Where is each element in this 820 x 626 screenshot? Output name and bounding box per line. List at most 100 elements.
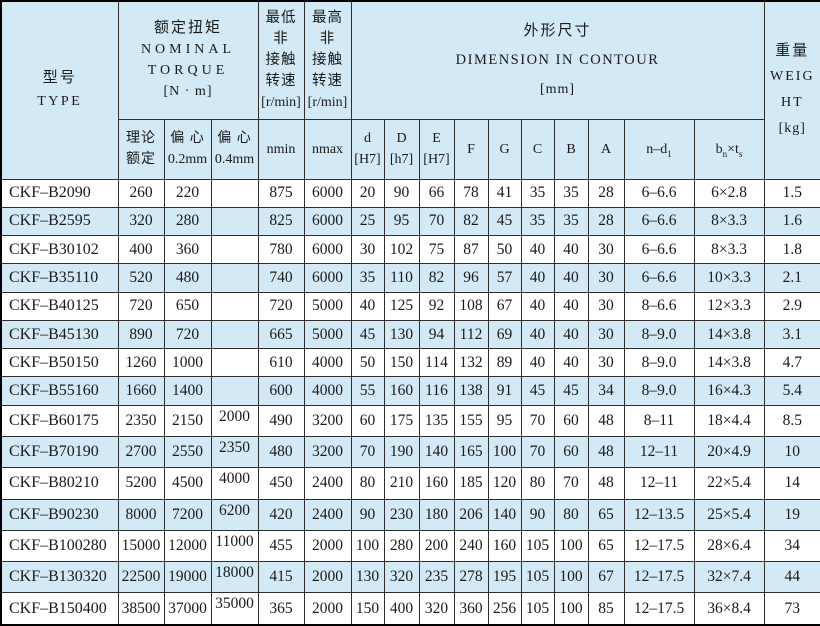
cell-F: 87 [453, 235, 489, 265]
cell-rated: 520 [117, 263, 165, 293]
ecc04-label: 偏 心 [217, 131, 252, 146]
cell-nmin: 875 [257, 178, 305, 208]
col-header-dimension-group: 外形尺寸 DIMENSION IN CONTOUR [mm] [350, 0, 765, 120]
cell-nmax: 2000 [303, 529, 352, 563]
cell-d: 30 [350, 235, 385, 265]
table-header: 型号 TYPE 额定扭矩 NOMINAL TORQUE [N · m] 最低非 … [0, 0, 820, 180]
nmax-symbol: nmax [311, 141, 344, 157]
d-symbol: d [364, 131, 371, 146]
cell-n_d1: 8–9.0 [623, 319, 695, 350]
cell-keyway: 8×3.3 [693, 206, 765, 237]
cell-d: 60 [350, 404, 385, 438]
cell-keyway: 6×2.8 [693, 178, 765, 208]
table-row: CKF–B2090 260 220 875 6000 20 90 66 78 41 35 35 28 6–… [0, 178, 820, 208]
table-row: CKF–B45130 890 720 665 5000 45 130 94 112 69 40 40 3… [0, 319, 820, 350]
cell-C: 90 [520, 498, 555, 531]
cell-F: 112 [453, 319, 489, 350]
cell-ecc02: 7200 [163, 498, 212, 531]
cell-ecc04: 2350 [210, 436, 259, 469]
nmax-label-l1: 最高非 [312, 9, 343, 47]
cell-type: CKF–B55160 [0, 376, 119, 406]
cell-keyway: 32×7.4 [693, 561, 765, 594]
cell-nmin: 600 [257, 376, 305, 406]
subcol-header-n-d1: n–d1 [623, 118, 695, 180]
E-symbol: E [432, 131, 441, 146]
cell-E: 70 [418, 206, 455, 237]
keyway-b-subscript: n [722, 148, 728, 159]
cell-E: 75 [418, 235, 455, 265]
F-symbol: F [467, 141, 475, 157]
G-symbol: G [499, 141, 510, 157]
subcol-header-C: C [520, 118, 555, 180]
cell-G: 41 [487, 178, 522, 208]
cell-nmin: 450 [257, 467, 305, 500]
cell-B: 60 [553, 436, 589, 469]
cell-G: 256 [487, 592, 522, 626]
cell-D: 150 [383, 348, 420, 378]
cell-ecc02: 280 [163, 206, 212, 237]
D-tolerance: [h7] [389, 152, 414, 167]
cell-ecc02: 360 [163, 235, 212, 265]
cell-B: 45 [553, 376, 589, 406]
cell-type: CKF–B150400 [0, 592, 119, 626]
cell-E: 114 [418, 348, 455, 378]
cell-nmin: 825 [257, 206, 305, 237]
cell-F: 132 [453, 348, 489, 378]
cell-nmin: 415 [257, 561, 305, 594]
cell-ecc04: 35000 [210, 592, 259, 626]
col-header-type: 型号 TYPE [0, 0, 119, 180]
cell-weight: 8.5 [763, 404, 820, 438]
cell-B: 40 [553, 263, 589, 293]
cell-C: 35 [520, 178, 555, 208]
cell-G: 91 [487, 376, 522, 406]
cell-C: 80 [520, 467, 555, 500]
cell-E: 200 [418, 529, 455, 563]
cell-type: CKF–B50150 [0, 348, 119, 378]
cell-nmax: 4000 [303, 348, 352, 378]
cell-rated: 720 [117, 291, 165, 321]
cell-rated: 320 [117, 206, 165, 237]
keyway-t-subscript: s [738, 148, 743, 159]
torque-label-zh: 额定扭矩 [153, 20, 222, 37]
cell-ecc02: 480 [163, 263, 212, 293]
table-row: CKF–B80210 5200 4500 4000 450 2400 80 210 160 185… [0, 467, 820, 500]
cell-d: 130 [350, 561, 385, 594]
cell-nmax: 2000 [303, 592, 352, 626]
cell-keyway: 28×6.4 [693, 529, 765, 563]
ecc02-label: 偏 心 [170, 131, 205, 146]
cell-C: 40 [520, 235, 555, 265]
cell-weight: 3.1 [763, 319, 820, 350]
cell-D: 230 [383, 498, 420, 531]
B-symbol: B [566, 141, 576, 157]
cell-G: 69 [487, 319, 522, 350]
cell-d: 25 [350, 206, 385, 237]
cell-n_d1: 12–11 [623, 436, 695, 469]
cell-ecc02: 37000 [163, 592, 212, 626]
cell-E: 180 [418, 498, 455, 531]
cell-type: CKF–B40125 [0, 291, 119, 321]
cell-keyway: 12×3.3 [693, 291, 765, 321]
nmin-label-l1: 最低非 [265, 9, 297, 47]
cell-nmax: 6000 [303, 263, 352, 293]
torque-unit: [N · m] [163, 84, 213, 100]
cell-weight: 10 [763, 436, 820, 469]
cell-nmax: 5000 [303, 291, 352, 321]
cell-G: 50 [487, 235, 522, 265]
cell-E: 94 [418, 319, 455, 350]
cell-keyway: 16×4.3 [693, 376, 765, 406]
cell-n_d1: 8–9.0 [623, 348, 695, 378]
cell-rated: 400 [117, 235, 165, 265]
cell-ecc02: 720 [163, 319, 212, 350]
cell-nmin: 740 [257, 263, 305, 293]
cell-n_d1: 6–6.6 [623, 235, 695, 265]
cell-C: 45 [520, 376, 555, 406]
cell-rated: 8000 [117, 498, 165, 531]
cell-rated: 38500 [117, 592, 165, 626]
cell-nmax: 2400 [303, 498, 352, 531]
cell-nmax: 6000 [303, 235, 352, 265]
cell-G: 160 [487, 529, 522, 563]
cell-F: 138 [453, 376, 489, 406]
table-row: CKF–B2595 320 280 825 6000 25 95 70 82 45 35 35 28 6–… [0, 206, 820, 237]
cell-d: 55 [350, 376, 385, 406]
cell-D: 280 [383, 529, 420, 563]
